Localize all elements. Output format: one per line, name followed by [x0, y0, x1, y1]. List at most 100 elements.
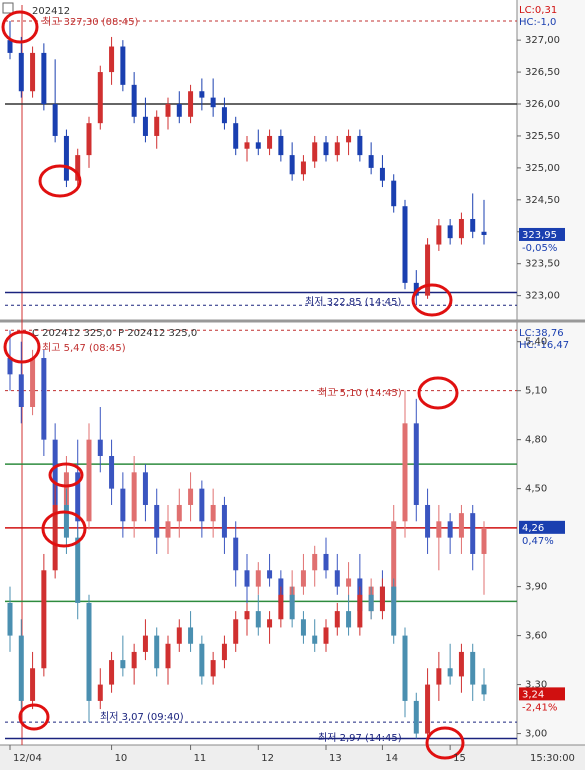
candle-body [30, 668, 36, 701]
candle-body [368, 155, 374, 168]
candle-body [300, 161, 306, 175]
candle-body [109, 46, 115, 73]
candle-body [244, 611, 250, 620]
candle-body [425, 504, 431, 538]
candle-body [210, 97, 216, 108]
candle-body [109, 455, 115, 489]
candle-body [357, 594, 363, 628]
candle-body [458, 513, 464, 538]
series-name: P 202412 325,0 [118, 328, 197, 339]
y-tick-label: 3,60 [525, 631, 547, 642]
candle-body [199, 643, 205, 677]
circle [48, 462, 84, 488]
candle-body [391, 521, 397, 603]
y-tick-label: 5,40 [525, 337, 547, 348]
circle [18, 703, 50, 731]
candle-body [154, 635, 160, 669]
candle-body [402, 206, 408, 283]
candle-body [244, 570, 250, 587]
last-price-box [519, 227, 565, 241]
candle-body [188, 627, 194, 644]
x-tick-label: 10 [115, 753, 128, 764]
candle-body [233, 619, 239, 644]
candle-body [300, 570, 306, 587]
candle-body [323, 142, 329, 156]
high-annotation: 최고 5,47 (08:45) [42, 342, 126, 354]
candle-body [41, 52, 47, 105]
lc-label: LC:0,31 [519, 5, 557, 16]
change-label: 0,47% [522, 536, 554, 547]
x-axis-band [0, 745, 585, 770]
y-tick-label: 5,10 [525, 386, 547, 397]
candle-body [75, 155, 81, 181]
candle-body [75, 472, 81, 522]
high-annotation: 최고 5,10 (14:45) [318, 387, 402, 399]
circle [3, 330, 41, 364]
y-tick-label: 326,00 [525, 99, 560, 110]
axis-panel [517, 0, 585, 770]
series-name: C 202412 325,0 [32, 328, 112, 339]
candle-body [334, 142, 340, 156]
candle-body [312, 142, 318, 162]
candle-body [278, 594, 284, 620]
candle-body [470, 513, 476, 554]
candle-body [391, 586, 397, 636]
hc-label: HC:-16,47 [519, 340, 569, 351]
low-annotation: 최저 2,97 (14:45) [318, 732, 402, 744]
low-annotation: 최저 3,07 (09:40) [100, 711, 184, 723]
candle-body [379, 586, 385, 612]
candle-body [368, 594, 374, 612]
candle-body [458, 218, 464, 239]
circle [425, 726, 465, 760]
circle [38, 164, 82, 198]
candle-body [255, 570, 261, 587]
x-tick-label: 14 [385, 753, 398, 764]
candle-body [52, 439, 58, 505]
candle-body [470, 651, 476, 685]
candle-body [413, 700, 419, 734]
candle-body [120, 660, 126, 669]
x-tick-label: 13 [329, 753, 342, 764]
candle-body [154, 116, 160, 136]
candle-body [176, 627, 182, 644]
candle-body [346, 611, 352, 628]
candle-body [41, 358, 47, 440]
candle-body [357, 135, 363, 156]
candle-body [447, 521, 453, 538]
candle-body [267, 619, 273, 628]
x-tick-label: 15 [453, 753, 466, 764]
candle-body [131, 84, 137, 117]
candle-body [233, 123, 239, 149]
last-price-box [519, 520, 565, 534]
y-tick-label: 327,00 [525, 35, 560, 46]
candle-body [210, 504, 216, 522]
x-tick-label: 12/04 [13, 753, 42, 764]
candle-body [97, 439, 103, 456]
candle-body [199, 91, 205, 98]
candle-body [221, 643, 227, 661]
candle-body [176, 504, 182, 522]
candle-body [346, 135, 352, 143]
candle-body [188, 91, 194, 117]
candle-body [278, 135, 284, 156]
candle-body [481, 527, 487, 554]
last-price-label: 3,24 [522, 689, 544, 700]
circle [41, 510, 87, 548]
candle-body [413, 423, 419, 505]
low-annotation: 최저 322,85 (14:45) [305, 296, 401, 308]
candle-body [436, 668, 442, 685]
candle-body [425, 244, 431, 296]
candle-body [436, 521, 442, 538]
candle-body [391, 180, 397, 207]
candle-body [481, 684, 487, 695]
candle-body [221, 504, 227, 538]
icon [2, 2, 14, 14]
candle-body [165, 104, 171, 117]
candle-body [255, 142, 261, 149]
x-tick-label: 12 [261, 753, 274, 764]
candle-body [7, 358, 13, 375]
candle-body [199, 488, 205, 522]
high-annotation: 최고 327,30 (08:45) [42, 16, 138, 28]
